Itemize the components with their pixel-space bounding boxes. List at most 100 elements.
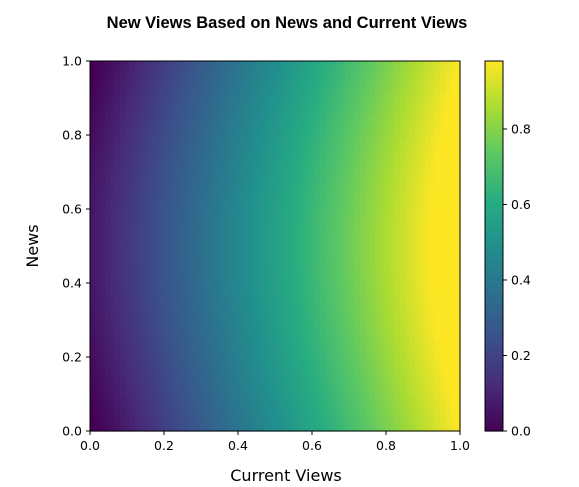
heatmap-cell [270,141,276,147]
heatmap-cell [290,71,296,77]
heatmap-cell [420,121,426,127]
heatmap-cell [405,376,411,382]
heatmap-cell [430,96,436,102]
heatmap-cell [415,236,421,242]
heatmap-cell [290,161,296,167]
heatmap-cell [130,71,136,77]
heatmap-cell [285,236,291,242]
heatmap-cell [140,121,146,127]
heatmap-cell [120,361,126,367]
heatmap-cell [370,241,376,247]
heatmap-cell [150,61,156,67]
heatmap-cell [105,276,111,282]
heatmap-cell [145,281,151,287]
heatmap-cell [170,241,176,247]
heatmap-cell [390,276,396,282]
heatmap-cell [390,361,396,367]
heatmap-cell [260,111,266,117]
heatmap-cell [185,371,191,377]
heatmap-cell [390,166,396,172]
heatmap-cell [320,346,326,352]
heatmap-cell [110,246,116,252]
heatmap-cell [440,81,446,87]
heatmap-cell [425,321,431,327]
heatmap-cell [305,61,311,67]
heatmap-cell [140,211,146,217]
heatmap-cell [110,141,116,147]
heatmap-cell [440,246,446,252]
heatmap-cell [130,321,136,327]
heatmap-cell [290,236,296,242]
heatmap-cell [120,166,126,172]
heatmap-cell [455,141,461,147]
heatmap-cell [420,151,426,157]
heatmap-cell [300,136,306,142]
heatmap-cell [360,136,366,142]
heatmap-cell [220,396,226,402]
heatmap-cell [210,96,216,102]
heatmap-cell [450,276,456,282]
heatmap-cell [95,376,101,382]
heatmap-cell [315,296,321,302]
heatmap-cell [170,371,176,377]
heatmap-cell [420,256,426,262]
heatmap-cell [360,291,366,297]
heatmap-cell [200,101,206,107]
heatmap-cell [275,376,281,382]
heatmap-cell [275,326,281,332]
heatmap-cell [170,316,176,322]
heatmap-cell [145,321,151,327]
heatmap-cell [340,236,346,242]
heatmap-cell [115,236,121,242]
heatmap-cell [180,241,186,247]
heatmap-cell [240,266,246,272]
heatmap-cell [300,366,306,372]
heatmap-cell [325,251,331,257]
heatmap-cell [230,251,236,257]
heatmap-cell [375,301,381,307]
heatmap-cell [315,71,321,77]
heatmap-cell [250,321,256,327]
heatmap-cell [275,351,281,357]
heatmap-cell [115,156,121,162]
heatmap-cell [90,296,96,302]
heatmap-cell [345,141,351,147]
heatmap-cell [100,216,106,222]
heatmap-cell [190,176,196,182]
heatmap-cell [155,311,161,317]
heatmap-cell [250,336,256,342]
heatmap-cell [295,91,301,97]
heatmap-cell [235,81,241,87]
heatmap-cell [210,71,216,77]
heatmap-cell [200,176,206,182]
heatmap-cell [90,146,96,152]
heatmap-cell [255,106,261,112]
heatmap-cell [300,356,306,362]
heatmap-cell [285,101,291,107]
heatmap-cell [355,291,361,297]
heatmap-cell [325,306,331,312]
heatmap-cell [420,176,426,182]
heatmap-cell [140,86,146,92]
heatmap-cell [275,216,281,222]
heatmap-cell [160,251,166,257]
heatmap-cell [430,386,436,392]
heatmap-cell [240,221,246,227]
heatmap-cell [290,386,296,392]
heatmap-cell [310,176,316,182]
heatmap-cell [365,106,371,112]
heatmap-cell [420,236,426,242]
heatmap-cell [455,246,461,252]
heatmap-cell [170,126,176,132]
heatmap-cell [220,226,226,232]
heatmap-cell [365,136,371,142]
heatmap-cell [105,171,111,177]
heatmap-cell [225,341,231,347]
heatmap-cell [420,91,426,97]
heatmap-cell [345,306,351,312]
heatmap-cell [240,106,246,112]
heatmap-cell [410,306,416,312]
heatmap-cell [370,291,376,297]
heatmap-cell [420,376,426,382]
heatmap-cell [345,321,351,327]
